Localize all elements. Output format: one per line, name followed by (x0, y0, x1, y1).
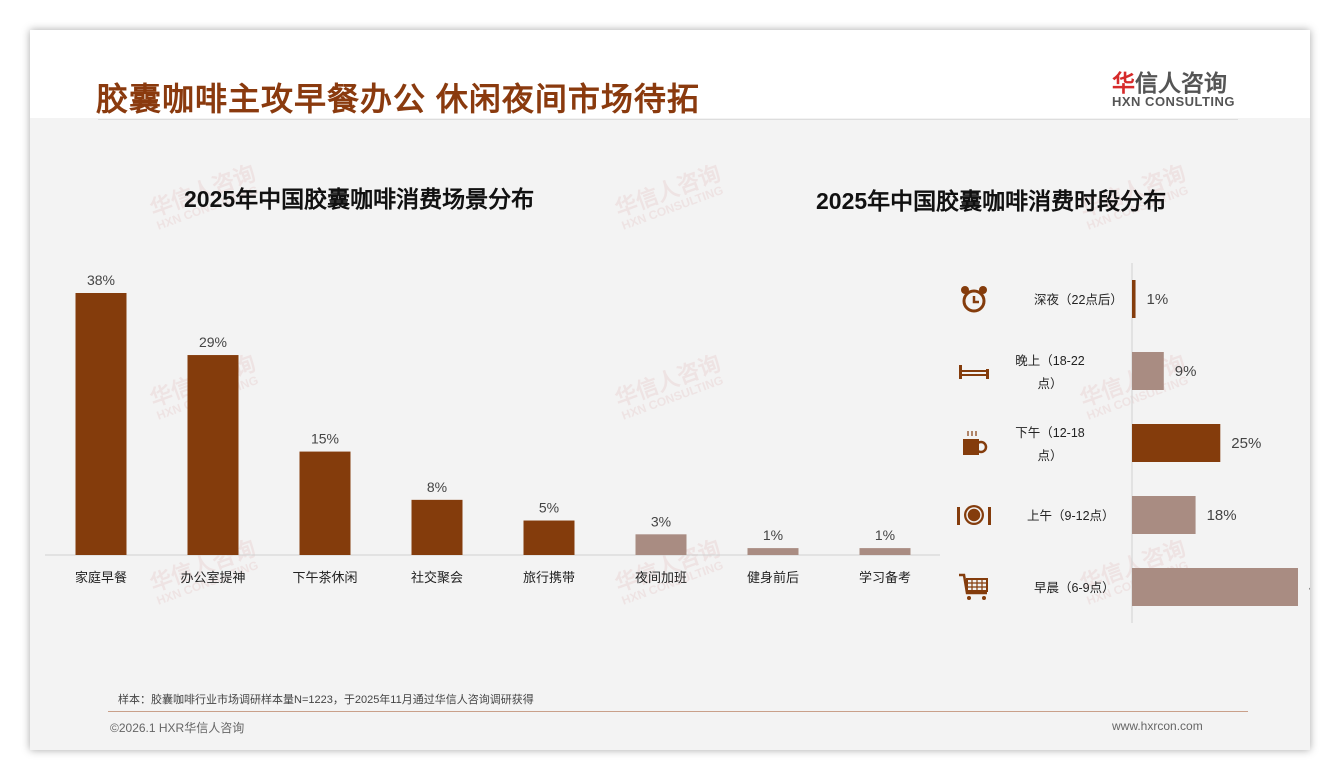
bar (1132, 424, 1221, 462)
bar (1132, 568, 1298, 606)
category-label: 办公室提神 (180, 570, 245, 585)
data-label: 15% (311, 431, 339, 447)
data-label: 8% (427, 479, 447, 495)
category-label: 深夜（22点后） (1034, 292, 1123, 307)
category-label: 上午（9-12点） (1027, 509, 1115, 523)
website-link[interactable]: www.hxrcon.com (1112, 719, 1203, 733)
data-label: 1% (875, 527, 895, 543)
bar (187, 355, 239, 555)
page-title: 胶囊咖啡主攻早餐办公 休闲夜间市场待拓 (96, 81, 700, 117)
data-label: 29% (199, 334, 227, 350)
category-label: 下午茶休闲 (292, 570, 357, 585)
bar (523, 520, 575, 555)
data-label: 47% (1309, 579, 1310, 596)
bar (411, 499, 463, 555)
data-label: 1% (763, 527, 783, 543)
divider (98, 119, 1238, 120)
footer-divider (108, 711, 1248, 712)
bar (1132, 352, 1164, 390)
category-label: 家庭早餐 (75, 570, 127, 585)
data-label: 18% (1207, 507, 1237, 524)
chart2-title: 2025年中国胶囊咖啡消费时段分布 (816, 188, 1167, 214)
category-label: 健身前后 (747, 570, 799, 585)
logo: 华信人咨询 (1112, 64, 1227, 98)
bar (635, 534, 687, 555)
header-band (30, 30, 1310, 118)
logo-cn: 信人咨询 (1135, 70, 1227, 96)
chart1-title: 2025年中国胶囊咖啡消费场景分布 (184, 186, 535, 212)
bar (1132, 496, 1196, 534)
bed-icon (959, 365, 989, 379)
logo-red: 华 (1112, 70, 1135, 96)
copyright: ©2026.1 HXR华信人咨询 (110, 721, 245, 735)
bar (859, 548, 911, 555)
slide: 胶囊咖啡主攻早餐办公 休闲夜间市场待拓 华信人咨询 HXN CONSULTING… (30, 30, 1310, 750)
sample-note: 样本：胶囊咖啡行业市场调研样本量N=1223，于2025年11月通过华信人咨询调… (118, 694, 534, 706)
category-label: 旅行携带 (523, 570, 575, 585)
category-label: 社交聚会 (411, 570, 463, 585)
data-label: 25% (1231, 435, 1261, 452)
scene-bar-chart: 38% 家庭早餐 29% 办公室提神 15% 下午茶休闲 8% 社交聚会 5% 旅行携带 3% 夜间加… (45, 272, 940, 585)
logo-en: HXN CONSULTING (1112, 94, 1236, 109)
coffee-mug-icon (963, 431, 988, 455)
bar (75, 293, 127, 555)
data-label: 38% (87, 272, 115, 288)
alarm-clock-icon (961, 286, 987, 313)
category-label-line1: 下午（12-18 (1015, 426, 1085, 440)
shopping-cart-icon (959, 573, 988, 600)
bar (299, 451, 351, 555)
category-label: 夜间加班 (635, 570, 687, 585)
category-label-line2: 点） (1037, 449, 1062, 463)
time-bar-chart: 1% 深夜（22点后） 9% 晚上（18-22 点） 25% 下午（12-18 点） 18% 上午… (957, 263, 1310, 623)
data-label: 9% (1175, 363, 1197, 380)
category-label-line2: 点） (1037, 377, 1062, 391)
plate-cutlery-icon (957, 505, 991, 525)
bar (747, 548, 799, 555)
data-label: 1% (1147, 291, 1169, 308)
category-label: 早晨（6-9点） (1034, 581, 1115, 595)
category-label-line1: 晚上（18-22 (1015, 354, 1085, 368)
category-label: 学习备考 (859, 570, 911, 585)
data-label: 5% (539, 500, 559, 516)
bar (1132, 280, 1136, 318)
data-label: 3% (651, 513, 671, 529)
